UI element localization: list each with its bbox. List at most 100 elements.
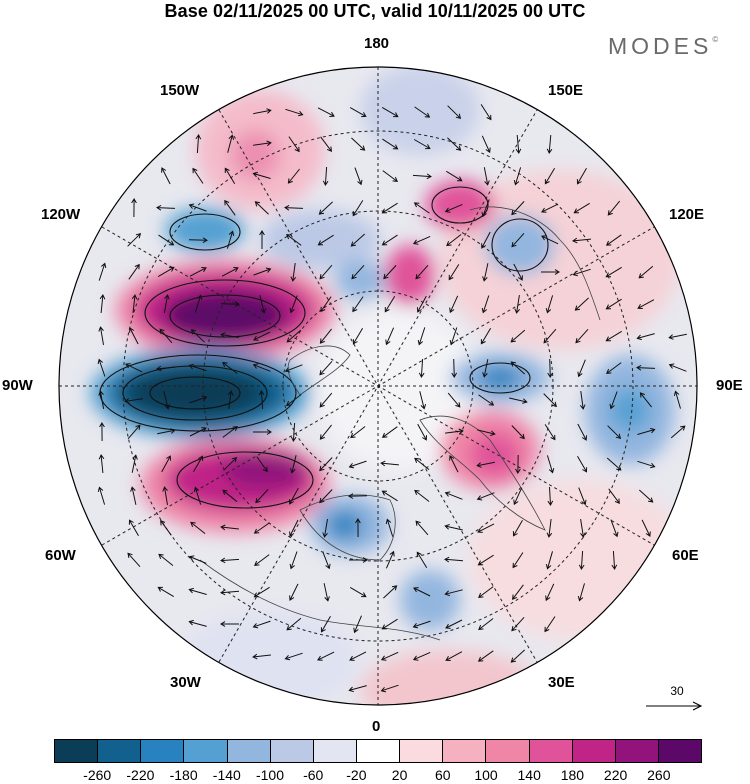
wind-vector bbox=[449, 327, 458, 346]
wind-vector bbox=[541, 269, 560, 275]
wind-vector bbox=[480, 104, 492, 121]
colorbar-tick-label: -140 bbox=[212, 767, 241, 783]
wind-vector bbox=[547, 358, 553, 378]
wind-vector bbox=[444, 556, 464, 563]
wind-vector bbox=[98, 326, 104, 345]
wind-vector bbox=[131, 294, 138, 313]
wind-vector bbox=[352, 296, 364, 313]
wind-vector bbox=[545, 551, 553, 570]
wind-vector bbox=[447, 105, 462, 119]
wind-vector bbox=[156, 365, 176, 372]
wind-vector bbox=[447, 392, 461, 408]
wind-vector bbox=[256, 456, 268, 473]
lon-label-120e: 120E bbox=[669, 206, 705, 223]
wind-vector bbox=[478, 394, 495, 406]
colorbar-tick-label: 20 bbox=[391, 767, 408, 783]
wind-vector bbox=[578, 487, 587, 506]
wind-vector bbox=[673, 390, 681, 409]
wind-vector bbox=[253, 267, 272, 276]
wind-vector bbox=[348, 685, 367, 693]
colorbar-tick-label: -180 bbox=[169, 767, 198, 783]
lon-label-30w: 30W bbox=[170, 674, 201, 691]
wind-vector bbox=[319, 392, 333, 408]
wind-vector bbox=[545, 295, 554, 314]
wind-vector bbox=[546, 519, 553, 538]
lon-label-60w: 60W bbox=[45, 547, 76, 564]
wind-vector bbox=[580, 519, 586, 538]
wind-vector bbox=[259, 230, 265, 249]
lon-label-90w: 90W bbox=[2, 377, 33, 394]
wind-vector bbox=[381, 426, 398, 438]
wind-vector bbox=[413, 587, 431, 597]
wind-vector bbox=[189, 267, 207, 277]
anomaly-field bbox=[59, 67, 697, 705]
lon-label-120w: 120W bbox=[41, 206, 81, 223]
wind-vector bbox=[99, 294, 106, 314]
wind-vector bbox=[320, 296, 332, 313]
coastlines bbox=[199, 206, 601, 641]
wind-vector bbox=[637, 299, 655, 309]
wind-vector bbox=[605, 234, 622, 246]
wind-vector bbox=[284, 652, 303, 661]
wind-vector bbox=[318, 201, 333, 215]
wind-vector bbox=[99, 422, 105, 442]
wind-vector bbox=[319, 264, 333, 280]
wind-vector bbox=[221, 267, 239, 277]
wind-vector bbox=[193, 486, 202, 505]
wind-vector bbox=[481, 231, 491, 249]
wind-vector bbox=[98, 454, 105, 474]
wind-vector bbox=[220, 301, 240, 307]
wind-vector bbox=[444, 524, 463, 531]
wind-vector bbox=[610, 519, 619, 538]
wind-vector bbox=[319, 424, 332, 440]
wind-vector bbox=[289, 487, 299, 505]
colorbar-swatch bbox=[55, 740, 99, 762]
reference-vector bbox=[646, 701, 703, 711]
reference-vector-label: 30 bbox=[670, 684, 684, 698]
wind-vector bbox=[190, 329, 205, 343]
wind-vector bbox=[605, 330, 622, 342]
wind-vector bbox=[419, 391, 427, 410]
wind-vector bbox=[158, 553, 174, 566]
wind-vector bbox=[513, 263, 523, 281]
graticule bbox=[59, 67, 697, 705]
wind-vector bbox=[512, 552, 524, 569]
wind-vector bbox=[412, 173, 432, 180]
wind-vector bbox=[188, 237, 208, 244]
wind-vector bbox=[415, 264, 429, 280]
wind-vector bbox=[515, 134, 522, 154]
wind-vector bbox=[447, 137, 462, 151]
wind-vector bbox=[483, 167, 490, 186]
colorbar-tick-label: 260 bbox=[647, 767, 671, 783]
wind-vector bbox=[127, 233, 142, 247]
wind-vector bbox=[227, 390, 234, 409]
wind-vector bbox=[383, 585, 398, 599]
colorbar-swatch bbox=[270, 740, 314, 762]
wind-vector bbox=[188, 587, 207, 595]
wind-vector bbox=[319, 360, 333, 376]
wind-vector bbox=[382, 170, 398, 182]
wind-vector bbox=[161, 455, 171, 473]
wind-vector bbox=[222, 426, 238, 438]
wind-vector bbox=[641, 519, 651, 537]
lon-label-0: 0 bbox=[372, 718, 381, 735]
wind-vector bbox=[290, 455, 297, 474]
wind-vector bbox=[190, 521, 206, 534]
wind-vector bbox=[414, 457, 430, 470]
wind-vector bbox=[380, 684, 399, 693]
wind-vector bbox=[381, 490, 398, 502]
wind-vector bbox=[477, 523, 495, 533]
wind-vector bbox=[543, 328, 557, 344]
colorbar-tick-label: 220 bbox=[603, 767, 628, 783]
wind-vector bbox=[383, 265, 397, 280]
wind-vector bbox=[253, 140, 272, 147]
wind-vector bbox=[381, 202, 398, 214]
wind-vector bbox=[222, 361, 238, 374]
wind-vector bbox=[445, 651, 463, 661]
wind-vector bbox=[319, 328, 332, 344]
wind-vector bbox=[482, 263, 489, 282]
wind-vector bbox=[412, 651, 431, 661]
wind-vector bbox=[544, 424, 556, 441]
wind-vector bbox=[220, 332, 239, 338]
